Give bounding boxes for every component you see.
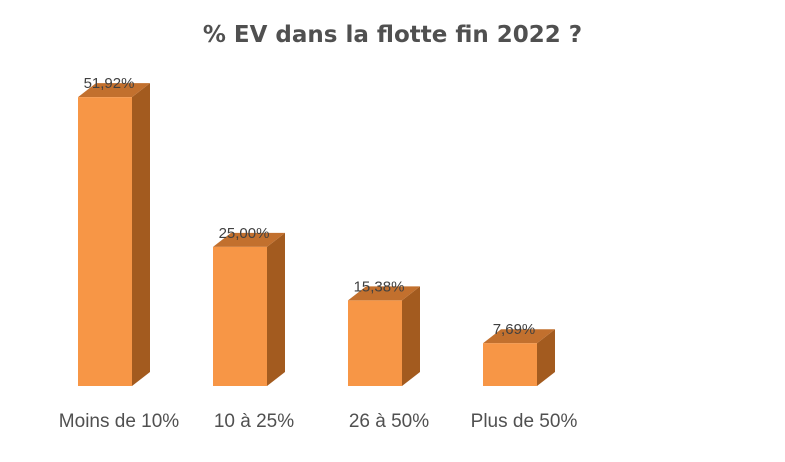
bar-side-moins-de-10 [132, 83, 150, 387]
data-label-26-50: 15,38% [354, 278, 405, 295]
x-tick-label-plus-de-50: Plus de 50% [471, 411, 578, 432]
data-label-plus-de-50: 7,69% [493, 321, 536, 338]
bar-top-26-50 [348, 286, 420, 301]
bar-plus-de-50 [483, 343, 537, 386]
bar-side-26-50 [402, 286, 420, 386]
bar-side-10-25 [267, 232, 285, 386]
chart-title: % EV dans la flotte fin 2022 ? [202, 22, 583, 48]
x-tick-label-10-25: 10 à 25% [214, 411, 294, 432]
bar-top-moins-de-10 [78, 83, 150, 98]
bar-10-25 [213, 246, 267, 386]
bar-side-plus-de-50 [537, 329, 555, 386]
x-tick-label-26-50: 26 à 50% [349, 411, 429, 432]
data-label-10-25: 25,00% [219, 225, 270, 242]
bar-top-plus-de-50 [483, 329, 555, 344]
bar-top-10-25 [213, 232, 285, 247]
data-label-moins-de-10: 51,92% [84, 75, 135, 92]
bar-26-50 [348, 300, 402, 386]
x-tick-label-moins-de-10: Moins de 10% [59, 411, 180, 432]
bar-moins-de-10 [78, 97, 132, 387]
